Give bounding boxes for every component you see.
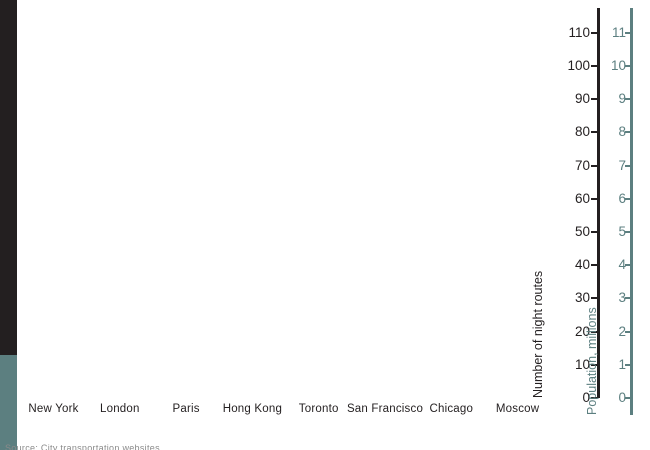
category-label: Paris	[172, 403, 200, 415]
bar-night-routes-new-york	[0, 0, 17, 356]
routes-tick-label: 30	[574, 290, 590, 306]
population-axis-line	[630, 8, 633, 415]
routes-axis-tick	[591, 31, 597, 34]
routes-axis-tick	[591, 164, 597, 167]
population-axis-tick	[625, 330, 630, 333]
source-note: Source: City transportation websites	[5, 443, 160, 450]
population-tick-label: 3	[618, 290, 626, 306]
population-tick-label: 2	[618, 323, 626, 339]
population-tick-label: 11	[611, 24, 626, 40]
population-axis-tick	[625, 231, 630, 233]
population-tick-label: 8	[618, 124, 626, 140]
routes-tick-label: 10	[574, 356, 590, 372]
population-tick-label: 5	[618, 224, 626, 239]
routes-tick-label: 70	[574, 157, 590, 173]
population-axis-tick	[625, 31, 630, 34]
routes-tick-label: 50	[574, 224, 590, 239]
population-axis-tick	[625, 264, 630, 267]
population-axis-tick	[625, 397, 630, 399]
category-label: Hong Kong	[222, 403, 283, 415]
population-tick-label: 4	[618, 257, 626, 273]
routes-tick-label: 60	[574, 190, 590, 206]
routes-tick-label: 90	[574, 91, 590, 107]
population-tick-label: 7	[618, 157, 626, 173]
routes-tick-label: 110	[568, 24, 590, 40]
routes-axis-tick	[591, 297, 597, 300]
population-axis-tick	[625, 98, 630, 101]
population-axis-title: Population, millions	[585, 307, 599, 415]
routes-axis-line	[597, 8, 600, 398]
routes-axis-tick	[591, 131, 597, 134]
routes-axis-tick	[591, 98, 597, 101]
population-axis-tick	[625, 65, 630, 67]
population-axis-tick	[625, 297, 630, 300]
routes-tick-label: 40	[574, 257, 590, 273]
category-label: San Francisco	[346, 403, 424, 415]
routes-axis-tick	[591, 231, 597, 233]
routes-axis-tick	[591, 363, 597, 366]
routes-axis-title: Number of night routes	[531, 270, 545, 398]
routes-axis-tick	[591, 65, 597, 67]
routes-axis-tick	[591, 397, 597, 399]
population-tick-label: 1	[618, 356, 626, 372]
population-tick-label: 6	[618, 190, 626, 206]
population-axis-tick	[625, 197, 630, 200]
population-axis-tick	[625, 131, 630, 134]
category-label: Chicago	[429, 403, 474, 415]
category-label: Moscow	[495, 403, 540, 415]
routes-tick-label: 0	[582, 390, 590, 405]
routes-tick-label: 80	[574, 124, 590, 140]
category-label: New York	[28, 403, 79, 415]
routes-axis-tick	[591, 330, 597, 333]
population-tick-label: 0	[618, 390, 626, 405]
bar-population-new-york	[0, 355, 17, 450]
population-tick-label: 10	[610, 58, 626, 73]
routes-axis-tick	[591, 264, 597, 267]
population-axis-tick	[625, 164, 630, 167]
category-label: London	[100, 403, 140, 415]
routes-tick-label: 20	[574, 323, 590, 339]
routes-axis-tick	[591, 197, 597, 200]
routes-tick-label: 100	[567, 58, 590, 73]
category-label: Toronto	[298, 403, 339, 415]
population-axis-tick	[625, 363, 630, 366]
population-tick-label: 9	[618, 91, 626, 107]
